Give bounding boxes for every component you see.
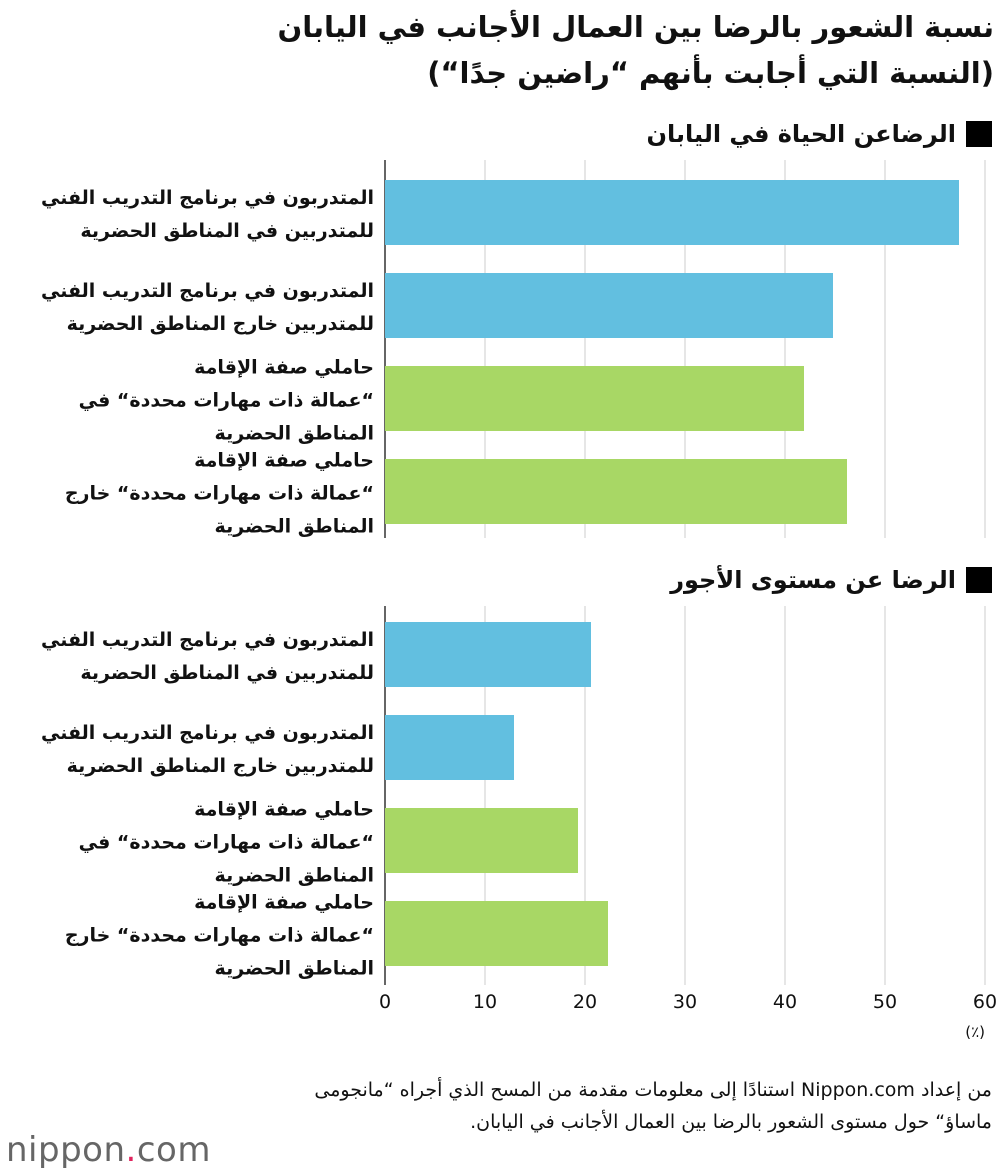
x-tick-label: 40 <box>773 991 797 1013</box>
bar <box>385 459 847 524</box>
x-tick-label: 0 <box>379 991 391 1013</box>
category-label: المتدربون في برنامج التدريب الفني للمتدرب… <box>41 280 374 335</box>
category-label: حاملي صفة الإقامة “عمالة ذات مهارات محددة… <box>65 450 374 538</box>
source-note: من إعداد Nippon.com استنادًا إلى معلومات… <box>314 1079 992 1133</box>
section-title-life: الرضاعن الحياة في اليابان <box>646 120 957 148</box>
bar <box>385 180 959 245</box>
chart-title-line1: نسبة الشعور بالرضا بين العمال الأجانب في… <box>277 10 994 44</box>
bar <box>385 901 608 966</box>
section-title-wages: الرضا عن مستوى الأجور <box>670 566 956 594</box>
logo-dot: . <box>125 1130 137 1170</box>
category-label: حاملي صفة الإقامة “عمالة ذات مهارات محددة… <box>65 892 374 980</box>
x-tick-label: 10 <box>473 991 497 1013</box>
logo-suffix: com <box>136 1130 211 1170</box>
square-bullet-icon <box>966 567 992 593</box>
category-label: المتدربون في برنامج التدريب الفني للمتدرب… <box>41 187 374 242</box>
bar <box>385 808 578 873</box>
category-label: حاملي صفة الإقامة “عمالة ذات مهارات محددة… <box>79 799 374 887</box>
category-label: المتدربون في برنامج التدريب الفني للمتدرب… <box>41 629 374 684</box>
bar <box>385 273 833 338</box>
chart-title: نسبة الشعور بالرضا بين العمال الأجانب في… <box>14 4 994 96</box>
section-heading-wages: الرضا عن مستوى الأجور <box>670 566 992 594</box>
bar-chart: المتدربون في برنامج التدريب الفني للمتدرب… <box>41 160 997 1041</box>
bar <box>385 366 804 431</box>
chart-title-line2: (النسبة التي أجابت بأنهم “راضين جدًا“) <box>427 56 994 90</box>
square-bullet-icon <box>966 121 992 147</box>
x-tick-label: 30 <box>673 991 697 1013</box>
x-tick-label: 60 <box>973 991 997 1013</box>
section-heading-life: الرضاعن الحياة في اليابان <box>646 120 992 148</box>
nippon-logo: nippon.com <box>6 1130 211 1170</box>
x-tick-label: 20 <box>573 991 597 1013</box>
bar <box>385 622 591 687</box>
category-label: المتدربون في برنامج التدريب الفني للمتدرب… <box>41 722 374 777</box>
x-tick-label: 50 <box>873 991 897 1013</box>
unit-label: (٪) <box>965 1023 985 1041</box>
logo-main: nippon <box>6 1130 126 1170</box>
bar <box>385 715 514 780</box>
category-label: حاملي صفة الإقامة “عمالة ذات مهارات محددة… <box>79 357 374 445</box>
